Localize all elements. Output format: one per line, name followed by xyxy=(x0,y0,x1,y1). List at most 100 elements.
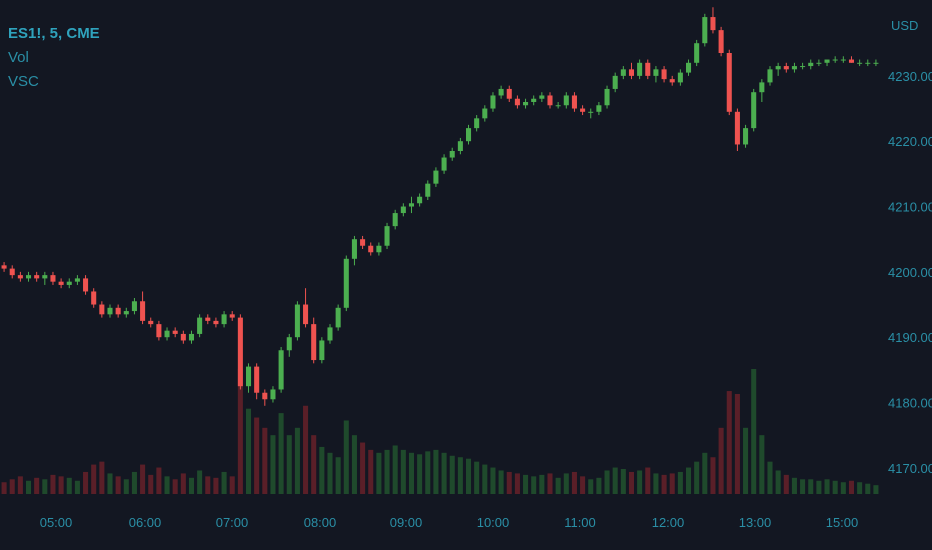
volume-bar xyxy=(400,449,406,494)
volume-bar xyxy=(229,476,235,494)
volume-bar xyxy=(506,471,512,494)
volume-bar xyxy=(808,479,814,494)
price-axis[interactable]: USD 4230.00 4220.00 4210.00 4200.00 4190.00 4… xyxy=(888,18,932,476)
volume-bar xyxy=(197,470,203,494)
volume-bar xyxy=(270,435,276,494)
candle-body xyxy=(172,330,178,334)
volume-bar xyxy=(205,476,211,494)
candle-body xyxy=(441,157,447,171)
candle-body xyxy=(726,53,732,112)
volume-bar xyxy=(115,476,121,494)
candle-body xyxy=(808,62,814,67)
volume-bar xyxy=(523,474,529,494)
volume-bar xyxy=(254,417,260,494)
volume-bar xyxy=(539,474,545,494)
candle-body xyxy=(873,62,879,64)
candle-body xyxy=(400,206,406,214)
vsc-indicator-label[interactable]: VSC xyxy=(8,73,39,90)
volume-bar xyxy=(547,473,553,494)
candle-body xyxy=(115,307,121,315)
candle-body xyxy=(848,59,855,63)
candle-body xyxy=(710,17,716,31)
candle-body xyxy=(767,69,773,83)
volume-bar xyxy=(596,477,602,494)
volume-bar xyxy=(563,473,569,494)
candle-body xyxy=(620,69,626,76)
volume-bar xyxy=(376,452,382,494)
volume-bar xyxy=(653,473,659,494)
candle-body xyxy=(718,30,724,53)
volume-indicator-label[interactable]: Vol xyxy=(8,49,29,66)
candle-body xyxy=(245,366,252,387)
candle-layer xyxy=(1,7,879,406)
volume-bar xyxy=(9,479,15,494)
volume-bar xyxy=(213,477,219,494)
candle-body xyxy=(392,213,398,227)
volume-bar xyxy=(457,457,463,494)
candle-body xyxy=(482,108,488,119)
candle-body xyxy=(148,320,154,325)
candle-body xyxy=(360,239,366,246)
candle-body xyxy=(1,265,7,269)
candle-body xyxy=(523,102,529,106)
candle-body xyxy=(17,275,23,279)
candle-body xyxy=(66,281,72,285)
time-axis[interactable]: 05:00 06:00 07:00 08:00 09:00 10:00 11:00 12:00… xyxy=(40,515,859,530)
candle-body xyxy=(865,62,871,64)
volume-bar xyxy=(1,482,7,494)
candle-body xyxy=(669,79,675,83)
candle-body xyxy=(628,69,635,76)
candle-body xyxy=(351,239,357,259)
candle-body xyxy=(376,245,382,253)
volume-bar xyxy=(172,479,178,494)
candle-body xyxy=(229,314,235,318)
volume-bar xyxy=(392,445,398,494)
volume-bar xyxy=(612,467,618,494)
volume-bar xyxy=(327,452,333,494)
volume-bar xyxy=(555,477,561,494)
volume-bar xyxy=(180,473,186,494)
candle-body xyxy=(555,105,561,107)
candle-body xyxy=(50,275,56,282)
candle-body xyxy=(734,111,740,145)
candle-body xyxy=(384,226,390,246)
volume-bar xyxy=(417,454,423,494)
candle-body xyxy=(514,98,520,106)
candle-body xyxy=(74,278,80,282)
volume-bar xyxy=(123,479,129,494)
candle-body xyxy=(433,170,439,184)
volume-bar xyxy=(571,471,577,494)
volume-bar xyxy=(800,479,806,494)
candle-body xyxy=(417,196,423,204)
chart-legend: ES1!, 5, CME Vol VSC xyxy=(8,22,100,94)
candle-body xyxy=(408,203,415,207)
price-tick-label: 4200.00 xyxy=(888,265,932,280)
volume-bar xyxy=(262,427,268,494)
candle-body xyxy=(343,258,349,308)
candle-body xyxy=(531,98,537,102)
volume-bar xyxy=(726,391,732,494)
volume-bar xyxy=(865,483,871,494)
volume-bar xyxy=(91,464,97,494)
volume-bar xyxy=(840,482,846,494)
volume-bar xyxy=(645,467,651,494)
volume-bar xyxy=(351,435,357,494)
volume-bar xyxy=(637,470,643,494)
symbol-label[interactable]: ES1!, 5, CME xyxy=(8,25,100,42)
candle-body xyxy=(140,301,146,321)
volume-bar xyxy=(303,405,309,494)
candle-body xyxy=(311,324,317,361)
volume-bar xyxy=(661,474,667,494)
time-tick-label: 15:00 xyxy=(826,515,859,530)
price-tick-label: 4180.00 xyxy=(888,396,932,411)
volume-bar xyxy=(710,457,716,494)
volume-bar xyxy=(188,477,195,494)
volume-bar xyxy=(433,449,439,494)
candle-body xyxy=(188,333,195,341)
candle-body xyxy=(702,17,708,44)
candle-body xyxy=(123,311,129,315)
price-tick-label: 4220.00 xyxy=(888,134,932,149)
